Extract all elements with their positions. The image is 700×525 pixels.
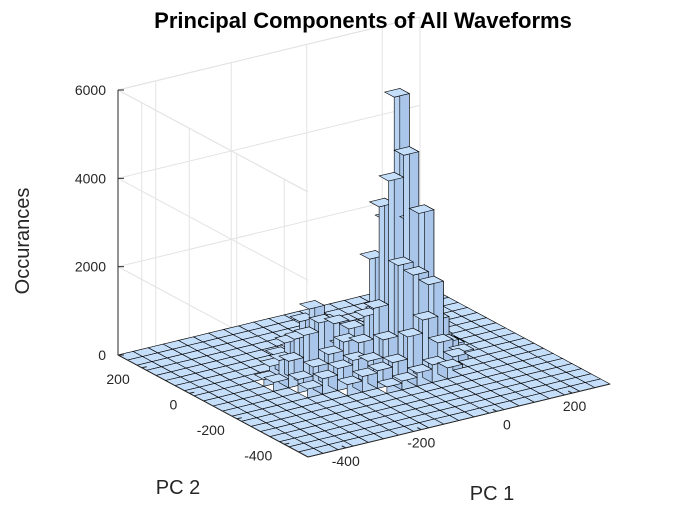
grid-line [117, 104, 421, 179]
x-tick-mark [417, 427, 422, 431]
grid-line [117, 89, 309, 193]
z-tick-label: 0 [98, 347, 106, 363]
y-tick-mark [236, 417, 242, 420]
bar [297, 379, 324, 399]
x-tick-mark [341, 445, 346, 449]
y-tick-mark [284, 442, 290, 445]
bar [391, 371, 418, 391]
x-tick-label: -200 [407, 435, 435, 451]
bar [312, 369, 339, 395]
y-tick-label: -400 [244, 447, 272, 463]
z-tick-label: 2000 [75, 259, 106, 275]
x-tick-mark [492, 408, 497, 412]
y-tick-mark [189, 391, 195, 394]
grid-line [117, 16, 421, 91]
y-axis-label: PC 2 [156, 477, 200, 499]
x-tick-label: 200 [563, 398, 587, 414]
z-tick-label: 4000 [75, 170, 106, 186]
y-tick-label: 200 [106, 371, 130, 387]
y-axis-line [117, 354, 309, 458]
y-tick-label: 0 [169, 396, 177, 412]
x-axis-label: PC 1 [470, 483, 514, 505]
y-tick-mark [141, 366, 147, 369]
bar [336, 375, 364, 397]
z-tick-label: 6000 [75, 82, 106, 98]
y-tick-label: -200 [197, 422, 225, 438]
x-tick-mark [568, 390, 573, 394]
grid-line [117, 193, 421, 268]
chart-title: Principal Components of All Waveforms [154, 8, 572, 33]
z-axis-label: Occurances [12, 188, 34, 295]
x-tick-label: -400 [332, 453, 360, 469]
bar [263, 373, 290, 392]
bar [376, 377, 403, 394]
x-axis-line [307, 383, 611, 458]
bar [412, 310, 439, 378]
axes [117, 90, 611, 458]
x-tick-label: 0 [503, 416, 511, 432]
grid-line [117, 177, 309, 281]
